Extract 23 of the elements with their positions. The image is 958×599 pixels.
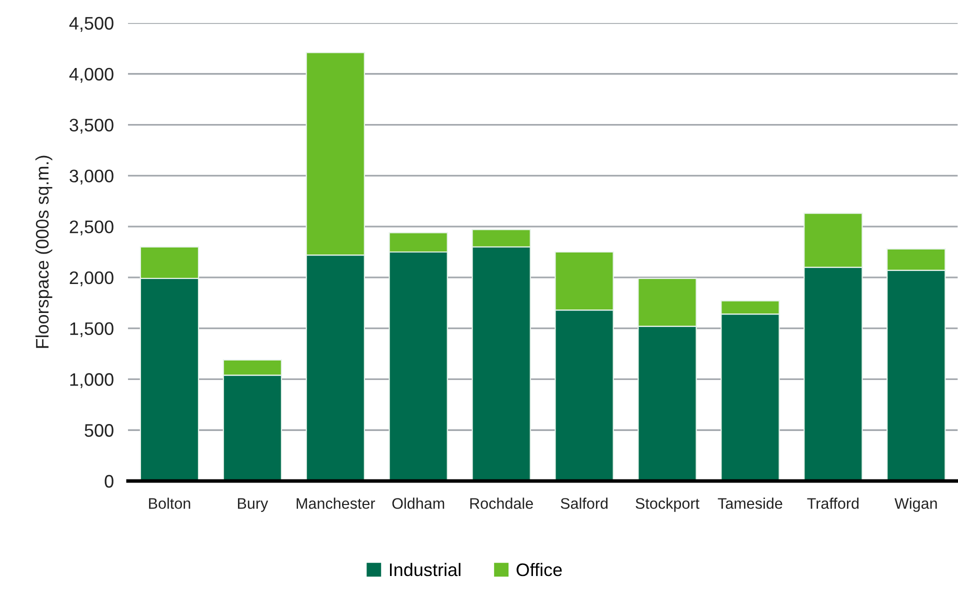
y-tick-label: 3,500 [70, 118, 114, 134]
x-tick-label: Tameside [718, 498, 782, 509]
y-tick-label: 2,000 [70, 271, 114, 286]
x-tick-label: Stockport [636, 498, 700, 512]
y-tick-label: 1,500 [70, 322, 114, 338]
legend-label: Office [516, 562, 562, 576]
y-tick-label: 4,000 [69, 68, 114, 83]
x-tick-label: Rochdale [470, 498, 533, 509]
y-tick-label: 3,000 [70, 170, 114, 185]
y-tick-label: 0 [104, 474, 114, 488]
x-tick-label: Bolton [149, 498, 190, 509]
y-tick-label: 1,000 [70, 373, 114, 388]
y-tick-label: 500 [84, 424, 114, 437]
y-axis-title: Floorspace (000s sq.m.) [35, 156, 52, 348]
x-tick-label: Wigan [894, 498, 937, 512]
x-tick-label: Trafford [807, 498, 859, 509]
x-tick-label: Bury [238, 498, 268, 512]
x-tick-label: Manchester [296, 498, 376, 509]
y-tick-label: 4,500 [69, 16, 114, 32]
y-tick-label: 2,500 [70, 220, 114, 236]
x-tick-label: Salford [560, 498, 608, 509]
x-tick-label: Oldham [392, 498, 444, 509]
legend-label: Industrial [390, 562, 460, 576]
